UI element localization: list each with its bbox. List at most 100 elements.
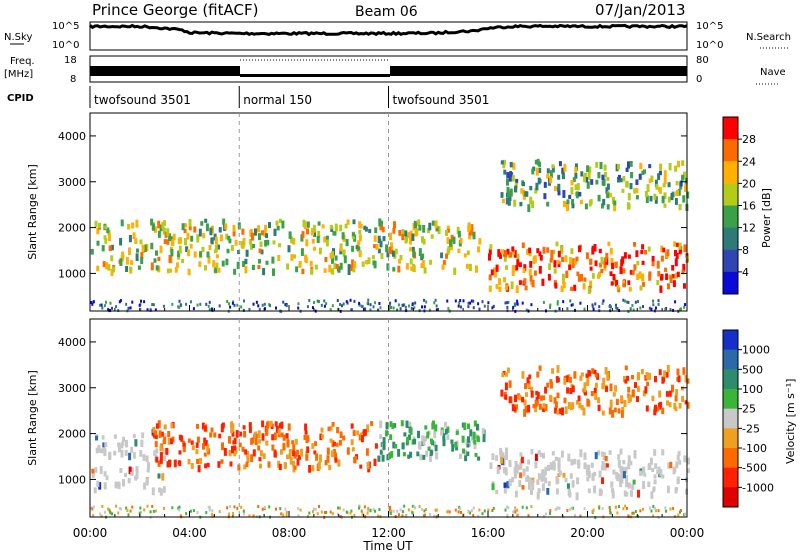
- echo-cell: [421, 260, 425, 268]
- echo-cell: [365, 260, 369, 265]
- noise-cell: [434, 298, 437, 302]
- echo-cell: [474, 433, 478, 440]
- noise-cell: [162, 506, 165, 510]
- echo-cell: [537, 450, 541, 455]
- echo-cell: [515, 468, 519, 474]
- noise-cell: [641, 305, 644, 309]
- echo-cell: [214, 236, 218, 245]
- noise-cell: [487, 301, 490, 305]
- echo-cell: [656, 280, 660, 286]
- echo-cell: [122, 436, 125, 442]
- echo-cell: [546, 488, 550, 495]
- echo-cell: [228, 238, 232, 244]
- echo-cell: [507, 367, 510, 373]
- noise-cell: [149, 510, 152, 514]
- echo-cell: [206, 251, 210, 258]
- echo-cell: [537, 177, 541, 185]
- noise-cell: [447, 307, 450, 311]
- echo-cell: [467, 436, 470, 443]
- echo-cell: [233, 268, 237, 275]
- echo-cell: [519, 462, 523, 470]
- echo-cell: [521, 485, 525, 490]
- echo-cell: [531, 483, 535, 491]
- noise-cell: [423, 513, 426, 517]
- echo-cell: [108, 451, 112, 458]
- echo-cell: [409, 230, 413, 239]
- echo-cell: [401, 229, 405, 234]
- noise-cell: [337, 307, 340, 311]
- x-tick-label: 00:00: [670, 526, 705, 540]
- echo-cell: [212, 260, 216, 268]
- echo-cell: [539, 452, 543, 458]
- noise-cell: [185, 302, 188, 306]
- echo-cell: [422, 225, 426, 233]
- echo-cell: [540, 395, 543, 401]
- echo-cell: [675, 252, 679, 260]
- echo-cell: [579, 449, 583, 458]
- echo-cell: [623, 490, 627, 497]
- echo-cell: [118, 445, 121, 453]
- echo-cell: [508, 396, 512, 404]
- noise-cell: [313, 300, 316, 304]
- echo-cell: [225, 258, 229, 266]
- echo-cell: [598, 470, 602, 478]
- echo-cell: [466, 451, 470, 457]
- echo-cell: [204, 218, 208, 223]
- noise-cell: [340, 516, 343, 520]
- echo-cell: [642, 282, 645, 287]
- echo-cell: [652, 488, 656, 493]
- noise-cell: [178, 508, 181, 512]
- noise-cell: [401, 510, 404, 514]
- echo-cell: [587, 172, 591, 181]
- echo-cell: [145, 478, 149, 486]
- noise-cell: [311, 510, 314, 514]
- echo-cell: [273, 432, 277, 441]
- echo-cell: [610, 488, 614, 493]
- echo-cell: [585, 468, 589, 476]
- cpid-segment-label: twofsound 3501: [94, 93, 191, 107]
- echo-cell: [606, 192, 610, 199]
- echo-cell: [390, 451, 394, 458]
- echo-cell: [259, 241, 263, 247]
- echo-cell: [644, 250, 647, 255]
- echo-cell: [245, 461, 249, 468]
- noise-cell: [143, 508, 146, 512]
- echo-cell: [557, 261, 561, 268]
- noise-cell: [285, 510, 288, 514]
- echo-cell: [597, 450, 601, 456]
- velocity-colorbar-tick-label: 500: [742, 363, 763, 376]
- echo-cell: [264, 224, 268, 232]
- noise-cell: [403, 303, 406, 307]
- noise-cell: [481, 300, 484, 304]
- noise-cell: [583, 307, 586, 311]
- echo-cell: [210, 237, 214, 245]
- echo-cell: [217, 461, 221, 468]
- echo-cell: [108, 245, 112, 252]
- echo-cell: [331, 257, 334, 264]
- echo-cell: [430, 234, 434, 239]
- echo-cell: [102, 442, 106, 448]
- echo-cell: [612, 274, 616, 281]
- echo-cell: [251, 232, 255, 241]
- echo-cell: [155, 265, 159, 271]
- noise-cell: [350, 509, 353, 513]
- echo-cell: [534, 461, 538, 469]
- echo-cell: [528, 268, 532, 276]
- echo-cell: [580, 274, 583, 282]
- echo-cell: [196, 458, 200, 464]
- echo-cell: [614, 261, 618, 268]
- echo-cell: [529, 185, 533, 191]
- echo-cell: [190, 440, 194, 445]
- power-colorbar-tick-label: 12: [742, 222, 756, 235]
- echo-cell: [423, 267, 427, 274]
- noise-cell: [492, 304, 495, 308]
- echo-cell: [527, 404, 531, 413]
- echo-cell: [186, 232, 190, 240]
- echo-cell: [660, 255, 664, 262]
- echo-cell: [102, 261, 106, 268]
- echo-cell: [617, 459, 621, 468]
- echo-cell: [683, 244, 687, 253]
- echo-cell: [674, 165, 678, 172]
- noise-cell: [624, 504, 627, 508]
- echo-cell: [629, 183, 633, 190]
